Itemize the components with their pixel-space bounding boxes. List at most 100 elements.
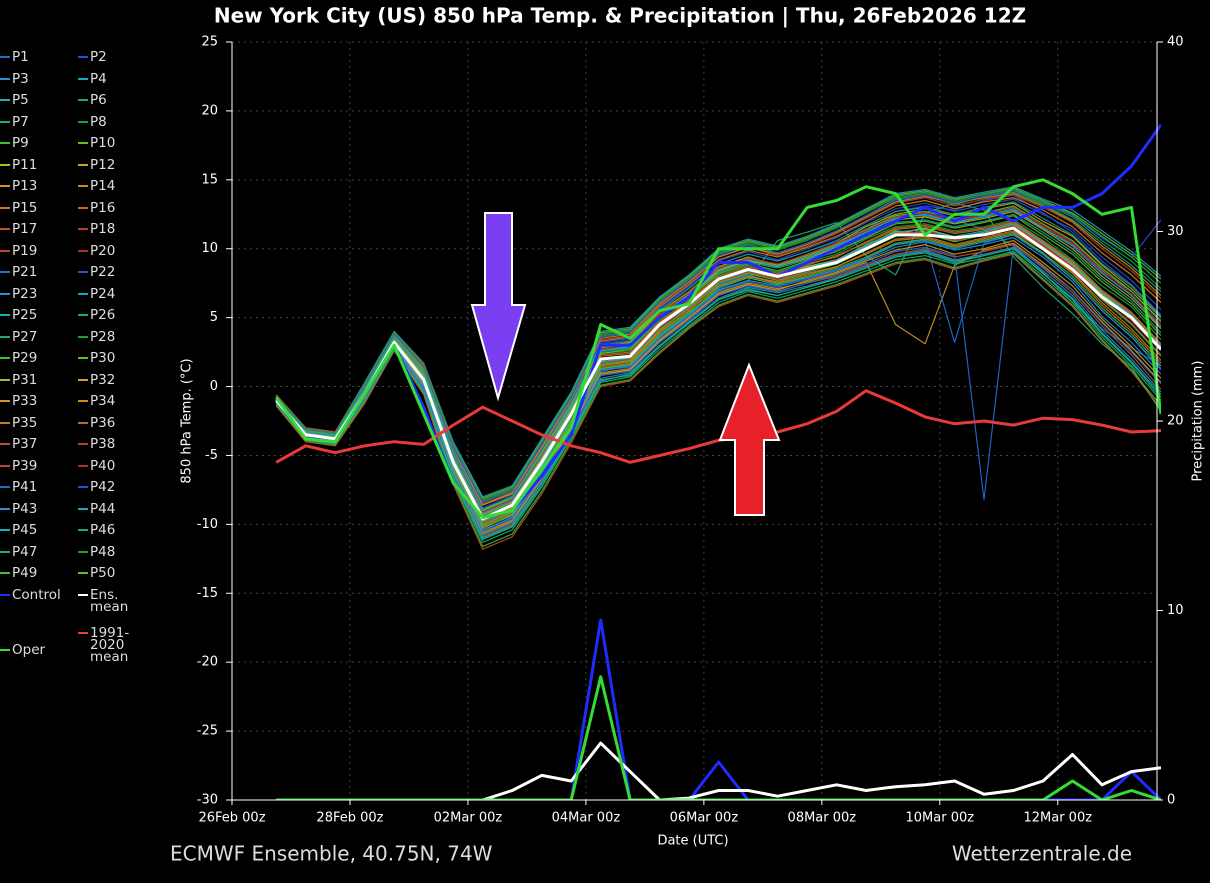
member-line (275, 245, 1161, 536)
legend-item: P17 (0, 221, 82, 236)
legend-swatch (78, 77, 88, 80)
credit: Wetterzentrale.de (952, 842, 1132, 866)
legend-item: P43 (0, 501, 82, 515)
legend-swatch (78, 572, 88, 574)
chart-title: New York City (US) 850 hPa Temp. & Preci… (214, 4, 1026, 28)
y-tick-label: 0 (210, 379, 218, 394)
series-lines (274, 123, 1161, 800)
legend-item: P27 (0, 329, 82, 343)
legend-item: Ens. mean (78, 587, 160, 613)
legend-swatch (78, 206, 88, 209)
legend-label: P50 (90, 565, 116, 581)
legend-label: P43 (12, 500, 38, 517)
x-tick-label: 06Mar 00z (670, 811, 739, 826)
legend-item: P9 (0, 135, 82, 150)
legend-swatch (0, 550, 10, 553)
precipitation-line (276, 741, 1161, 800)
legend-item: P47 (0, 544, 82, 558)
annotation-arrow-up (718, 362, 781, 516)
legend-item: P38 (78, 436, 160, 451)
legend-item: P21 (0, 264, 82, 280)
y-tick-label: -5 (205, 448, 218, 463)
series-line-main (275, 226, 1161, 521)
legend-swatch (0, 486, 10, 488)
y-tick-label: -15 (197, 586, 218, 601)
legend-item: P39 (0, 458, 82, 472)
legend-label: P11 (12, 156, 38, 173)
legend-label: P41 (12, 479, 38, 495)
legend-label: Ens. mean (90, 586, 129, 615)
x-tick-label: 02Mar 00z (434, 811, 503, 826)
legend-label: 1991-2020 mean (90, 625, 130, 665)
member-line (275, 234, 1161, 531)
y-tick-label: 10 (201, 241, 218, 256)
legend-swatch (0, 77, 10, 80)
legend-swatch (78, 56, 88, 58)
legend-label: P44 (90, 500, 116, 517)
x-tick-label: 28Feb 00z (316, 811, 383, 826)
legend-item: P23 (0, 286, 82, 300)
legend-swatch (78, 400, 88, 402)
legend-item: P7 (0, 114, 82, 128)
legend-item: P31 (0, 372, 82, 386)
legend-swatch (0, 314, 10, 316)
legend-item: P33 (0, 393, 82, 408)
legend-item: P26 (78, 307, 160, 323)
legend-swatch (78, 443, 88, 445)
legend-item: Oper (0, 642, 82, 658)
legend-item: P41 (0, 479, 82, 495)
series-line-main (275, 389, 1161, 464)
legend-swatch (0, 572, 10, 574)
legend-item: P20 (78, 243, 160, 257)
legend-label: P28 (90, 328, 116, 345)
y2-axis-label: Precipitation (mm) (1191, 361, 1206, 482)
x-tick-label: 08Mar 00z (788, 811, 857, 826)
legend-item: Control (0, 587, 82, 601)
legend-swatch (0, 185, 10, 187)
legend-swatch (0, 206, 10, 209)
legend-swatch (0, 507, 10, 510)
legend-swatch (78, 314, 88, 316)
legend-label: P23 (12, 285, 38, 302)
x-tick-label: 04Mar 00z (552, 811, 621, 826)
legend-swatch (0, 249, 10, 252)
legend-swatch (78, 550, 88, 553)
legend-label: P12 (90, 156, 116, 173)
legend-swatch (78, 99, 88, 101)
legend-swatch (78, 120, 88, 123)
legend-swatch (0, 163, 10, 166)
legend-item: P13 (0, 178, 82, 193)
legend-swatch (0, 529, 10, 531)
legend-label: Oper (12, 642, 46, 658)
legend-label: P26 (90, 307, 116, 323)
legend-item: P2 (78, 49, 160, 64)
legend-item: P15 (0, 200, 82, 214)
legend-swatch (78, 632, 88, 634)
legend-swatch (78, 357, 88, 359)
legend-label: P16 (90, 199, 116, 216)
legend-label: P8 (90, 113, 107, 130)
legend-item: P8 (78, 114, 160, 128)
legend-label: P46 (90, 522, 116, 538)
legend-label: P49 (12, 565, 38, 581)
x-axis-label: Date (UTC) (657, 834, 728, 849)
legend-label: P21 (12, 264, 38, 280)
legend-label: P32 (90, 371, 116, 388)
legend-label: P27 (12, 328, 38, 345)
y-tick-label: -20 (197, 655, 218, 670)
legend-swatch (0, 271, 10, 273)
y-tick-label: -10 (197, 517, 218, 532)
legend-item: P10 (78, 135, 160, 150)
legend-label: P7 (12, 113, 29, 130)
member-line (275, 215, 1161, 519)
legend-item: P45 (0, 522, 82, 537)
y2-tick-label: 20 (1167, 414, 1184, 429)
series-line-main (274, 178, 1161, 519)
y-tick-label: -30 (197, 793, 218, 808)
legend-item: P44 (78, 501, 160, 515)
y-tick-label: 20 (201, 103, 218, 118)
legend-swatch (78, 228, 88, 230)
legend-swatch (0, 649, 10, 651)
legend-item: P49 (0, 565, 82, 581)
